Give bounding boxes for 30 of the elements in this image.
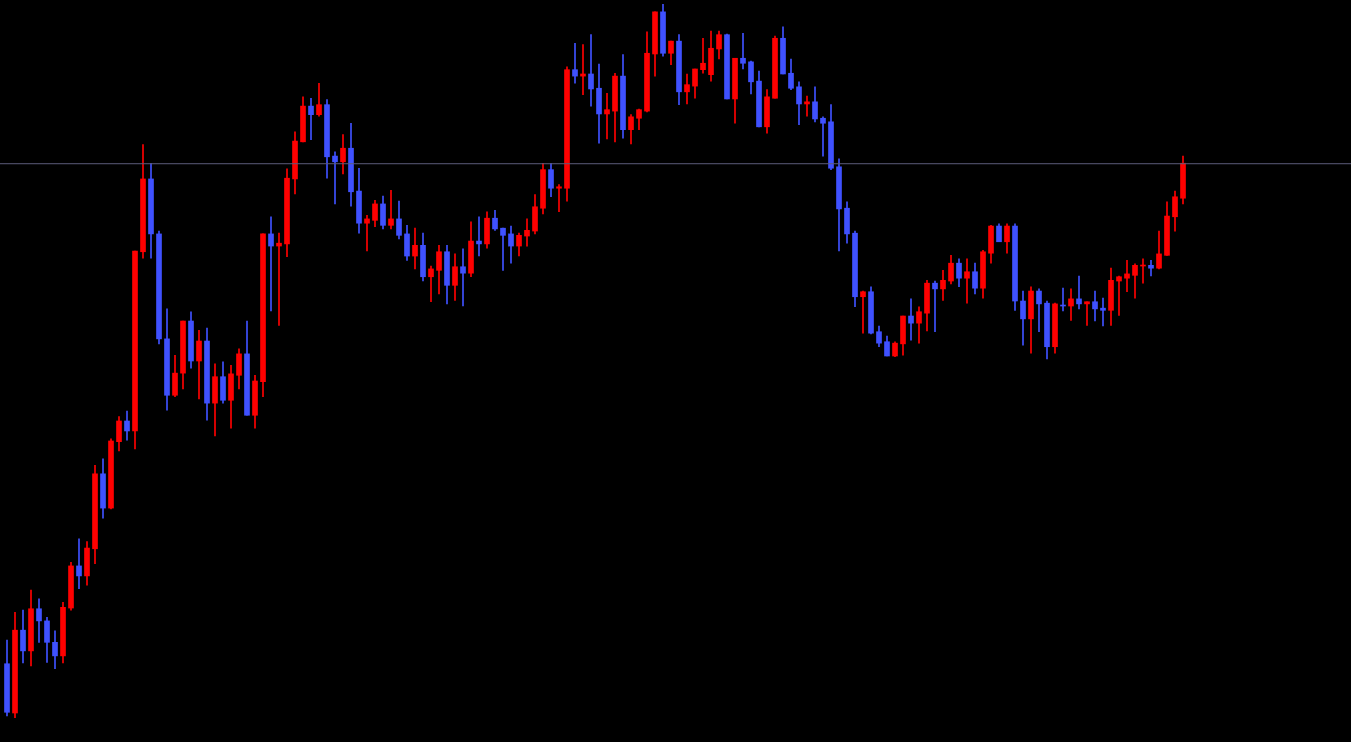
candlestick (1124, 260, 1130, 293)
candlestick (364, 215, 370, 252)
candlestick (572, 42, 578, 84)
candlestick (740, 32, 746, 70)
candlestick (1076, 275, 1082, 310)
candlestick (964, 258, 970, 304)
candlestick (1116, 275, 1122, 316)
candlestick (332, 151, 338, 205)
candlestick (1068, 288, 1074, 321)
candlestick (820, 116, 826, 157)
candlestick (268, 216, 274, 312)
candlestick (700, 37, 706, 74)
candlestick (1100, 297, 1106, 327)
candlestick (804, 95, 810, 117)
candlestick (556, 184, 562, 213)
candlestick (388, 190, 394, 230)
candlestick (1084, 301, 1090, 326)
candlestick (588, 34, 594, 107)
candlestick (860, 290, 866, 334)
candlestick (308, 97, 314, 140)
candlestick (604, 92, 610, 140)
candlestick (932, 280, 938, 333)
candlestick (276, 232, 282, 326)
candlestick (428, 265, 434, 303)
candlestick (500, 227, 506, 271)
candlestick (460, 248, 466, 307)
candlestick (908, 298, 914, 341)
candlestick (524, 218, 530, 247)
candlestick (476, 216, 482, 257)
candlestick (76, 538, 82, 590)
